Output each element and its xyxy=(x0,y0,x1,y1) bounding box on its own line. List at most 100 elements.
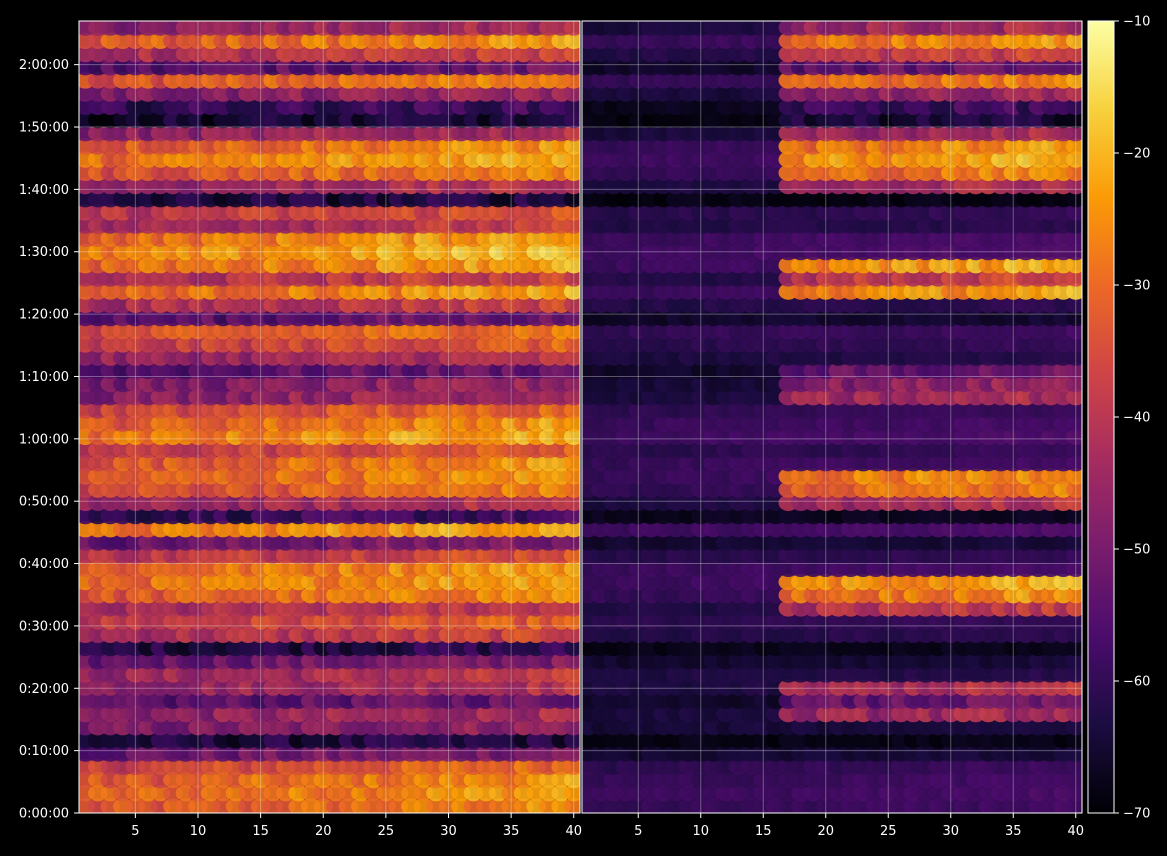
heatmap-cell xyxy=(1066,626,1082,643)
heatmap-cell xyxy=(563,587,580,604)
heatmap-cell xyxy=(1066,692,1082,709)
heatmap-cell xyxy=(563,771,580,789)
heatmap-cell xyxy=(563,666,580,683)
y-tick-label: 0:00:00 xyxy=(19,807,69,822)
heatmap-cell xyxy=(563,507,580,525)
y-tick-label: 1:00:00 xyxy=(19,432,69,447)
heatmap-cell xyxy=(563,481,580,498)
panel-frame xyxy=(581,20,1083,814)
colorbar-tick-label: −20 xyxy=(1123,147,1150,162)
heatmap-cell xyxy=(1066,270,1082,287)
heatmap-cell xyxy=(563,745,580,762)
heatmap-cell xyxy=(563,521,580,538)
heatmap-cell xyxy=(1066,349,1082,366)
heatmap-cell xyxy=(563,415,580,432)
heatmap-cell xyxy=(1066,468,1082,485)
colorbar-gradient xyxy=(1087,20,1115,814)
heatmap-cell xyxy=(563,45,580,63)
heatmap-cell xyxy=(563,138,580,155)
x-tick-label: 40 xyxy=(1067,824,1084,839)
x-tick-label: 35 xyxy=(503,824,520,839)
heatmap-cell xyxy=(563,758,580,775)
heatmap-cell xyxy=(563,547,580,564)
heatmap-cell xyxy=(563,679,580,696)
heatmap-cell xyxy=(563,191,580,208)
y-tick-label: 0:20:00 xyxy=(19,682,69,697)
x-tick-label: 25 xyxy=(378,824,395,839)
heatmap-cell xyxy=(1066,230,1082,247)
x-tick-label: 20 xyxy=(315,824,332,839)
x-tick-label: 5 xyxy=(634,824,642,839)
axis-ticks: 0:00:000:10:000:20:000:30:000:40:000:50:… xyxy=(19,58,1084,839)
panel-frame xyxy=(78,20,581,814)
heatmap-cell xyxy=(563,732,580,749)
x-tick-label: 20 xyxy=(817,824,834,839)
heatmap-cell xyxy=(1066,494,1082,511)
heatmap-cell xyxy=(563,600,580,617)
heatmap-cell xyxy=(1066,85,1082,102)
x-tick-label: 30 xyxy=(440,824,457,839)
heatmap-cell xyxy=(563,639,580,657)
panel-frames xyxy=(78,20,1083,814)
heatmap-cell xyxy=(1066,177,1082,195)
heatmap-cell xyxy=(563,798,580,813)
x-tick-label: 10 xyxy=(190,824,207,839)
heatmap-cell xyxy=(563,573,580,591)
heatmap-cell xyxy=(563,59,580,76)
heatmap-cell xyxy=(563,296,580,313)
heatmap-cell xyxy=(1066,639,1082,657)
x-tick-label: 15 xyxy=(755,824,772,839)
heatmap-cell xyxy=(1066,257,1082,274)
colorbar-tick-label: −30 xyxy=(1123,279,1150,294)
heatmap-cell xyxy=(1066,573,1082,591)
heatmap-cell xyxy=(563,164,580,181)
heatmap-cell xyxy=(1066,138,1082,155)
heatmap-cell xyxy=(563,111,580,129)
y-tick-label: 2:00:00 xyxy=(19,58,69,73)
heatmap-cell xyxy=(1066,402,1082,419)
heatmap-cell xyxy=(563,336,580,353)
colorbar-tick-label: −10 xyxy=(1123,15,1150,30)
heatmap-cell xyxy=(563,98,580,115)
heatmap-cell xyxy=(1066,415,1082,432)
x-tick-label: 35 xyxy=(1005,824,1022,839)
heatmap-cell xyxy=(1066,679,1082,696)
heatmap-cell xyxy=(1066,362,1082,379)
heatmap-cell xyxy=(1066,125,1082,142)
heatmap-cell xyxy=(563,613,580,630)
heatmap-cell xyxy=(1066,534,1082,551)
heatmap-cell xyxy=(1066,521,1082,538)
heatmap-cell xyxy=(563,534,580,551)
x-tick-label: 40 xyxy=(565,824,582,839)
heatmap-cell xyxy=(563,243,580,261)
x-tick-label: 10 xyxy=(692,824,709,839)
heatmap-cell xyxy=(1066,613,1082,630)
heatmap-cell xyxy=(1066,323,1082,340)
heatmap-cell xyxy=(1066,653,1082,670)
y-tick-label: 0:30:00 xyxy=(19,619,69,634)
heatmap-cell xyxy=(1066,705,1082,723)
grid-lines xyxy=(79,21,1082,814)
x-tick-label: 30 xyxy=(942,824,959,839)
heatmap-cell xyxy=(563,21,580,36)
heatmap-cell xyxy=(1066,481,1082,498)
heatmap-cell xyxy=(563,309,580,327)
x-tick-label: 25 xyxy=(880,824,897,839)
heatmap-cell xyxy=(563,362,580,379)
heatmap-cell xyxy=(563,692,580,709)
heatmap-cell xyxy=(563,402,580,419)
heatmap-cell xyxy=(1066,59,1082,76)
heatmap-cell xyxy=(563,455,580,472)
heatmap-cell xyxy=(563,428,580,445)
heatmap-cell xyxy=(1066,600,1082,617)
heatmap-cell xyxy=(1066,336,1082,353)
heatmap-cell xyxy=(563,375,580,393)
heatmap-cell xyxy=(563,560,580,577)
heatmap-cell xyxy=(563,204,580,221)
heatmap-cell xyxy=(1066,32,1082,49)
heatmap-cell xyxy=(1066,785,1082,802)
heatmap-cell xyxy=(1066,283,1082,300)
heatmap-cell xyxy=(1066,758,1082,775)
heatmap-cell xyxy=(563,217,580,234)
heatmap-cell xyxy=(1066,771,1082,789)
